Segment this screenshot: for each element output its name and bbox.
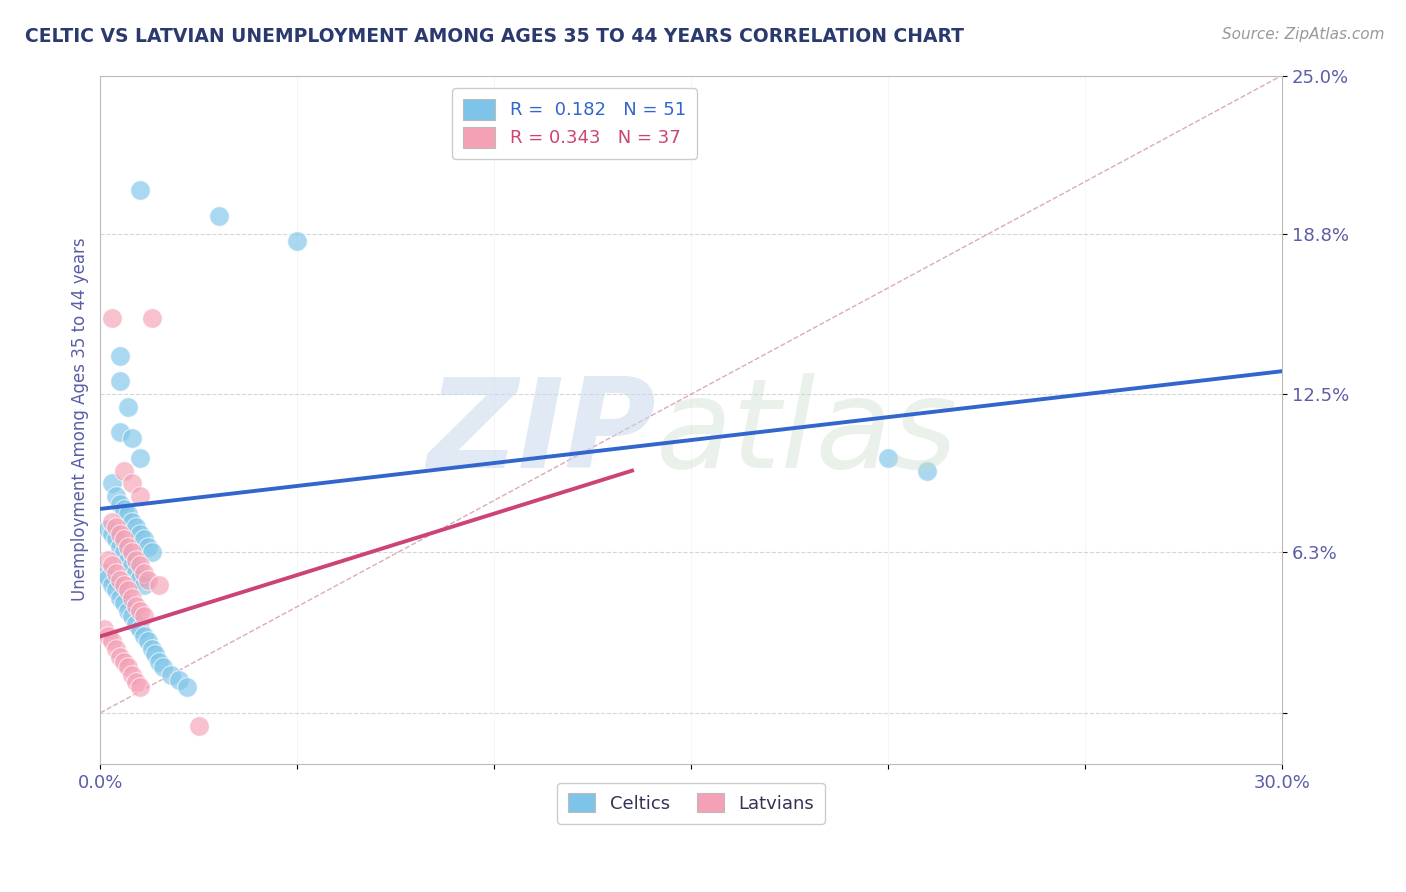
Point [141,310,163,325]
Point [105,533,128,547]
Point [93,566,115,580]
Point [101,558,124,572]
Point [121,667,143,681]
Point [101,476,124,491]
Point [145,647,167,661]
Point [108,591,131,606]
Point [128,622,150,636]
Point [125,599,148,613]
Point [128,527,150,541]
Point [112,545,135,559]
Point [97,553,120,567]
Point [105,489,128,503]
Point [105,566,128,580]
Point [117,553,139,567]
Point [132,533,155,547]
Point [108,527,131,541]
Point [105,583,128,598]
Point [285,234,308,248]
Point [97,522,120,536]
Point [125,675,148,690]
Point [108,375,131,389]
Point [125,566,148,580]
Point [132,609,155,624]
Point [187,718,209,732]
Point [132,566,155,580]
Point [917,464,939,478]
Point [128,681,150,695]
Point [93,622,115,636]
Point [877,450,900,465]
Point [136,574,159,588]
Point [125,553,148,567]
Point [117,400,139,414]
Point [121,430,143,444]
Y-axis label: Unemployment Among Ages 35 to 44 years: Unemployment Among Ages 35 to 44 years [72,238,89,601]
Point [176,681,198,695]
Point [128,450,150,465]
Point [141,642,163,657]
Point [167,673,190,687]
Point [97,629,120,643]
Point [108,649,131,664]
Point [121,476,143,491]
Point [108,425,131,440]
Point [152,660,174,674]
Point [105,642,128,657]
Point [128,571,150,585]
Point [112,502,135,516]
Point [128,489,150,503]
Point [132,578,155,592]
Point [112,464,135,478]
Point [136,540,159,554]
Point [108,540,131,554]
Point [207,209,229,223]
Point [121,609,143,624]
Point [128,604,150,618]
Text: Source: ZipAtlas.com: Source: ZipAtlas.com [1222,27,1385,42]
Text: atlas: atlas [655,373,957,494]
Point [101,527,124,541]
Point [108,574,131,588]
Point [112,655,135,669]
Text: ZIP: ZIP [427,373,655,494]
Point [112,596,135,610]
Point [148,655,170,669]
Point [121,515,143,529]
Point [125,520,148,534]
Point [160,667,183,681]
Point [112,533,135,547]
Point [112,578,135,592]
Point [108,349,131,363]
Text: CELTIC VS LATVIAN UNEMPLOYMENT AMONG AGES 35 TO 44 YEARS CORRELATION CHART: CELTIC VS LATVIAN UNEMPLOYMENT AMONG AGE… [25,27,965,45]
Point [101,634,124,648]
Point [121,591,143,606]
Point [125,616,148,631]
Point [101,310,124,325]
Legend: Celtics, Latvians: Celtics, Latvians [557,782,825,823]
Point [117,583,139,598]
Point [101,578,124,592]
Point [101,515,124,529]
Point [136,634,159,648]
Point [117,660,139,674]
Point [121,558,143,572]
Point [97,571,120,585]
Point [128,558,150,572]
Point [121,545,143,559]
Point [148,578,170,592]
Point [117,540,139,554]
Point [132,629,155,643]
Point [105,520,128,534]
Point [128,183,150,197]
Point [141,545,163,559]
Point [117,507,139,521]
Point [117,604,139,618]
Point [108,497,131,511]
